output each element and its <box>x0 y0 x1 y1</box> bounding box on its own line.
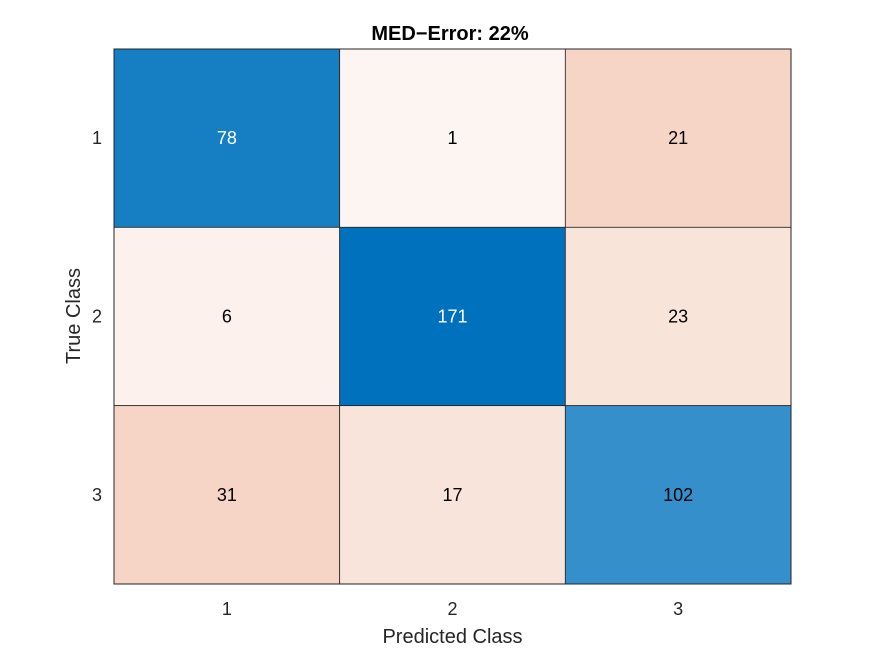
cell-value-1-2: 1 <box>447 128 457 148</box>
cell-value-2-2: 171 <box>437 306 467 326</box>
cell-value-2-3: 23 <box>668 306 688 326</box>
y-tick-label-1: 1 <box>92 128 102 148</box>
matrix-cell-2-3 <box>564 226 792 407</box>
chart-title: MED−Error: 22% <box>371 23 528 45</box>
cells-layer <box>113 48 792 585</box>
x-tick-label-1: 1 <box>222 599 232 619</box>
matrix-cell-1-2 <box>339 48 566 228</box>
x-axis-label: Predicted Class <box>382 626 522 648</box>
y-tick-label-3: 3 <box>92 485 102 505</box>
x-tick-label-3: 3 <box>673 599 683 619</box>
cell-value-2-1: 6 <box>222 306 232 326</box>
cell-value-1-3: 21 <box>668 128 688 148</box>
cell-value-1-1: 78 <box>217 128 237 148</box>
plot-border <box>113 48 792 585</box>
matrix-cell-1-1 <box>113 48 341 228</box>
cell-value-3-3: 102 <box>663 485 693 505</box>
cell-value-3-1: 31 <box>217 485 237 505</box>
y-axis-label: True Class <box>63 268 85 364</box>
matrix-cell-3-2 <box>339 405 566 585</box>
matrix-cell-2-1 <box>113 226 341 407</box>
cell-labels-layer: 78 1 21 6 171 23 31 17 102 <box>217 128 693 505</box>
x-tick-label-2: 2 <box>447 599 457 619</box>
matrix-cell-3-1 <box>113 405 341 585</box>
y-tick-label-2: 2 <box>92 306 102 326</box>
matrix-cell-2-2 <box>339 226 566 407</box>
cell-value-3-2: 17 <box>442 485 462 505</box>
